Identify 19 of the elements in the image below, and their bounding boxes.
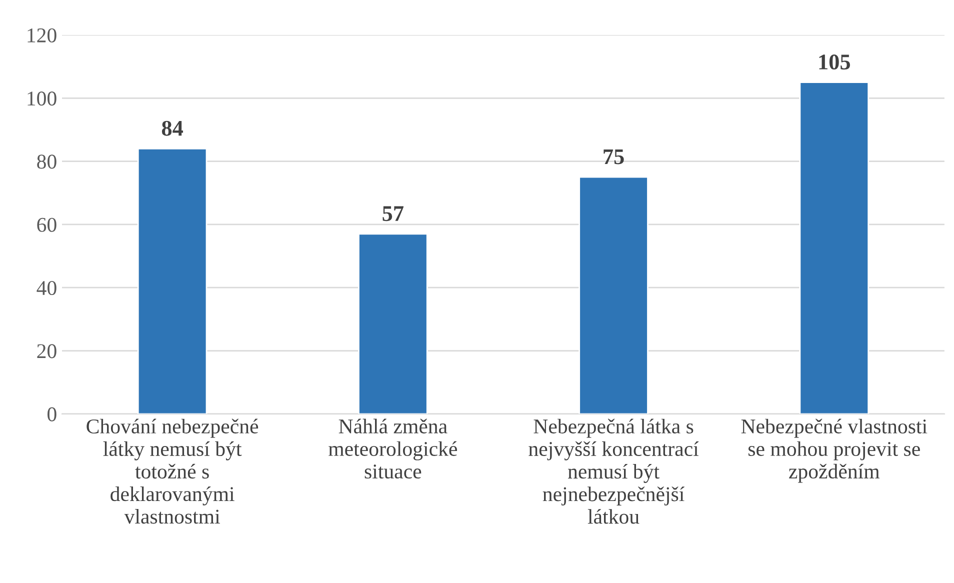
bar: [358, 233, 428, 414]
x-tick-label: Nebezpečné vlastnosti se mohou projevit se zpožděním: [741, 418, 928, 483]
y-tick-label: 0: [48, 407, 56, 422]
x-tick-label: Nebezpečná látka s nejvyšší koncentrací nemusí být nejnebezpečnější látkou: [528, 418, 699, 524]
bar: [799, 82, 870, 414]
y-tick-label: 20: [37, 344, 56, 358]
y-tick-label: 120: [28, 28, 56, 42]
y-tick-label: 60: [37, 218, 56, 232]
data-label: 57: [382, 206, 404, 222]
data-label: 84: [162, 120, 184, 136]
bar: [137, 148, 208, 414]
data-label: 105: [819, 54, 850, 70]
bar: [578, 176, 648, 414]
x-tick-label: Náhlá změna meteorologické situace: [328, 418, 457, 479]
y-tick-label: 80: [37, 154, 56, 169]
y-tick-label: 100: [28, 92, 56, 106]
y-tick-label: 40: [36, 280, 56, 296]
x-tick-label: Chování nebezpečné látky nemusí být totožné s deklarovanými vlastnostmi: [86, 418, 258, 524]
data-label: 75: [604, 149, 624, 164]
